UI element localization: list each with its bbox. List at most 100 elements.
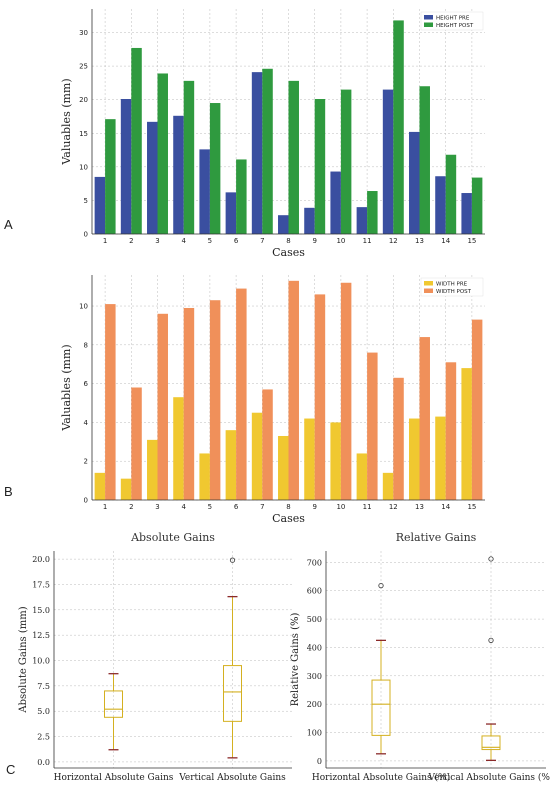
x-tick-label: 11 bbox=[363, 503, 372, 511]
outlier-point bbox=[229, 557, 236, 563]
x-tick-label: 3 bbox=[155, 503, 159, 511]
y-tick-label: 400 bbox=[307, 643, 322, 652]
bar-pre bbox=[435, 416, 446, 500]
x-tick-label: 6 bbox=[234, 237, 239, 245]
bar-post bbox=[367, 352, 378, 500]
y-axis-title: Valuables (mm) bbox=[60, 78, 73, 165]
bar-pre bbox=[120, 99, 132, 234]
box-iqr bbox=[223, 665, 242, 722]
bar-post bbox=[105, 304, 116, 500]
bar-post bbox=[131, 387, 142, 500]
bar-pre bbox=[304, 418, 315, 500]
y-tick-label: 5 bbox=[84, 197, 88, 205]
y-tick-label: 10 bbox=[79, 303, 88, 311]
x-tick-label: 9 bbox=[312, 237, 316, 245]
y-tick-label: 8 bbox=[84, 341, 88, 349]
bar-pre bbox=[278, 435, 289, 500]
x-tick-label: 1 bbox=[103, 237, 107, 245]
x-tick-label: 7 bbox=[260, 237, 264, 245]
bar-post bbox=[445, 362, 457, 500]
y-tick-label: 15 bbox=[79, 130, 88, 138]
x-category-label: Horizontal Absolute Gains bbox=[54, 773, 174, 783]
bar-post bbox=[262, 389, 273, 500]
outlier-point bbox=[378, 583, 384, 589]
y-tick-label: 0.0 bbox=[37, 758, 50, 767]
y-axis-title: Absolute Gains (mm) bbox=[18, 606, 29, 713]
x-tick-label: 8 bbox=[286, 503, 290, 511]
y-tick-label: 10.0 bbox=[32, 657, 50, 666]
box-iqr bbox=[104, 690, 123, 718]
x-tick-label: 2 bbox=[129, 503, 133, 511]
bar-post bbox=[393, 20, 404, 235]
y-tick-label: 4 bbox=[84, 419, 89, 427]
outlier-point bbox=[488, 637, 494, 643]
legend-box bbox=[420, 277, 484, 297]
x-tick-label: 8 bbox=[286, 237, 290, 245]
x-category-label: Vertical Absolute Gains (%) bbox=[427, 772, 550, 783]
y-tick-label: 300 bbox=[307, 672, 322, 681]
bar-post bbox=[314, 99, 326, 234]
bar-pre bbox=[409, 418, 420, 500]
bar-pre bbox=[173, 115, 184, 234]
bar-pre bbox=[94, 176, 106, 234]
bar-post bbox=[183, 307, 195, 500]
x-tick-label: 3 bbox=[155, 237, 159, 245]
bar-pre bbox=[251, 412, 263, 500]
x-tick-label: 15 bbox=[467, 237, 476, 245]
bar-post bbox=[393, 377, 404, 500]
x-tick-label: 5 bbox=[208, 503, 212, 511]
bar-pre bbox=[461, 193, 472, 234]
bar-post bbox=[471, 177, 483, 234]
bar-post bbox=[288, 280, 299, 500]
legend-box bbox=[420, 11, 484, 31]
bar-pre bbox=[278, 215, 289, 234]
legend-swatch bbox=[424, 22, 433, 27]
x-category-label: Horizontal Absolute Gains (%) bbox=[312, 772, 450, 783]
x-tick-label: 5 bbox=[208, 237, 212, 245]
y-tick-label: 7.5 bbox=[37, 682, 50, 691]
bar-pre bbox=[435, 176, 446, 234]
y-tick-label: 0 bbox=[84, 231, 88, 239]
legend-swatch bbox=[424, 281, 433, 286]
y-tick-label: 2 bbox=[84, 458, 88, 466]
bar-post bbox=[236, 288, 247, 500]
bar-pre bbox=[356, 207, 368, 234]
absolute-gains-boxplot: 0.0 2.5 5.0 7.5 10.0 12.5 15.0 17.5 20.0 Horizont… bbox=[18, 531, 292, 783]
bar-post bbox=[262, 68, 273, 234]
bar-pre bbox=[199, 453, 210, 500]
x-axis-title: Cases bbox=[272, 512, 305, 525]
x-tick-label: 14 bbox=[441, 503, 450, 511]
x-tick-label: 4 bbox=[181, 237, 186, 245]
y-tick-label: 20 bbox=[79, 96, 88, 104]
bar-pre bbox=[356, 453, 368, 500]
x-tick-label: 6 bbox=[234, 503, 239, 511]
bar-pre bbox=[147, 439, 158, 500]
x-tick-label: 15 bbox=[467, 503, 476, 511]
bar-post bbox=[314, 294, 326, 500]
y-tick-label: 2.5 bbox=[37, 733, 50, 742]
bar-post bbox=[445, 154, 457, 234]
bar-pre bbox=[251, 72, 263, 234]
legend-swatch bbox=[424, 288, 433, 293]
legend-label: WIDTH POST bbox=[436, 289, 472, 295]
x-tick-label: 4 bbox=[181, 503, 186, 511]
bar-post bbox=[183, 80, 195, 235]
x-tick-label: 14 bbox=[441, 237, 450, 245]
y-tick-label: 200 bbox=[307, 700, 322, 709]
x-tick-label: 10 bbox=[336, 237, 345, 245]
panel-c: C 0.0 2.5 5.0 7.5 10.0 12.5 15.0 17.5 20.0 Horizo… bbox=[6, 531, 550, 783]
panel-label-c: C bbox=[6, 762, 15, 777]
y-tick-label: 100 bbox=[307, 729, 322, 738]
box-iqr bbox=[481, 735, 501, 751]
chart-title: Absolute Gains bbox=[130, 531, 215, 544]
bar-post bbox=[471, 319, 483, 500]
bar-post bbox=[367, 191, 378, 234]
legend-swatch bbox=[424, 15, 433, 20]
bar-post bbox=[419, 86, 430, 235]
y-tick-label: 12.5 bbox=[32, 631, 50, 640]
x-tick-label: 13 bbox=[415, 237, 424, 245]
